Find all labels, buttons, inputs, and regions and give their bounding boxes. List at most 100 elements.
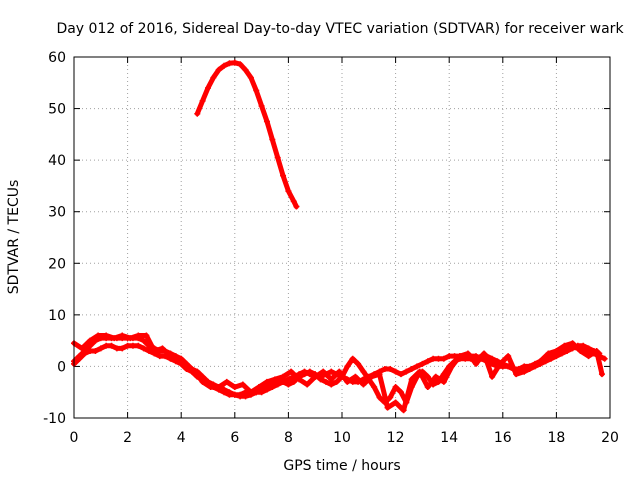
data-point bbox=[580, 342, 587, 349]
data-point bbox=[231, 384, 238, 391]
data-point bbox=[237, 393, 244, 400]
data-point bbox=[408, 366, 415, 373]
data-point bbox=[344, 363, 351, 370]
data-point bbox=[191, 368, 198, 375]
data-point bbox=[285, 376, 292, 383]
data-point bbox=[194, 110, 201, 117]
data-point bbox=[328, 368, 335, 375]
data-point bbox=[505, 353, 512, 360]
data-point bbox=[424, 384, 431, 391]
data-point bbox=[140, 345, 147, 352]
data-point bbox=[392, 368, 399, 375]
data-point bbox=[553, 347, 560, 354]
data-point bbox=[207, 384, 214, 391]
data-point bbox=[175, 358, 182, 365]
chart-title: Day 012 of 2016, Sidereal Day-to-day VTE… bbox=[56, 21, 624, 37]
data-point bbox=[239, 381, 246, 388]
data-point bbox=[419, 360, 426, 367]
data-point bbox=[226, 391, 233, 398]
data-point bbox=[381, 366, 388, 373]
data-point bbox=[159, 345, 166, 352]
data-point bbox=[87, 337, 94, 344]
data-point bbox=[312, 373, 319, 380]
x-tick-label: 10 bbox=[333, 430, 351, 446]
data-point bbox=[140, 337, 147, 344]
data-point bbox=[435, 355, 442, 362]
data-point bbox=[247, 389, 254, 396]
data-point bbox=[569, 340, 576, 347]
data-point bbox=[513, 371, 520, 378]
data-point bbox=[151, 347, 158, 354]
data-point bbox=[293, 203, 300, 210]
data-point bbox=[408, 376, 415, 383]
data-point bbox=[397, 371, 404, 378]
grid-lines bbox=[74, 57, 610, 418]
data-point bbox=[558, 350, 565, 357]
data-point bbox=[497, 360, 504, 367]
data-point bbox=[226, 60, 233, 67]
data-point bbox=[440, 378, 447, 385]
data-point bbox=[156, 353, 163, 360]
data-point bbox=[376, 394, 383, 401]
data-point bbox=[237, 61, 244, 68]
data-point bbox=[387, 366, 394, 373]
data-point bbox=[274, 154, 281, 161]
data-point bbox=[537, 358, 544, 365]
data-point bbox=[290, 198, 297, 205]
data-point bbox=[424, 373, 431, 380]
data-point bbox=[280, 172, 287, 179]
series-arc-high bbox=[194, 59, 300, 210]
data-point bbox=[464, 350, 471, 357]
y-tick-label: 50 bbox=[48, 102, 66, 118]
data-point bbox=[263, 118, 270, 125]
data-point bbox=[127, 335, 134, 342]
data-point bbox=[135, 332, 142, 339]
data-point bbox=[215, 66, 222, 73]
data-point bbox=[481, 350, 488, 357]
data-point bbox=[76, 355, 83, 362]
data-point bbox=[221, 62, 228, 69]
data-point bbox=[210, 74, 217, 81]
data-point bbox=[448, 363, 455, 370]
data-point bbox=[288, 368, 295, 375]
data-point bbox=[269, 136, 276, 143]
data-point bbox=[290, 378, 297, 385]
data-point bbox=[349, 355, 356, 362]
x-tick-label: 4 bbox=[177, 430, 186, 446]
data-point bbox=[135, 342, 142, 349]
data-point bbox=[561, 342, 568, 349]
data-point bbox=[129, 342, 136, 349]
data-point bbox=[360, 368, 367, 375]
data-point bbox=[263, 378, 270, 385]
data-point bbox=[231, 59, 238, 66]
data-point bbox=[124, 342, 131, 349]
data-point bbox=[296, 376, 303, 383]
data-point bbox=[301, 371, 308, 378]
data-point bbox=[430, 355, 437, 362]
data-point bbox=[601, 355, 608, 362]
data-point bbox=[205, 84, 211, 91]
x-tick-label: 20 bbox=[601, 430, 619, 446]
data-point bbox=[146, 347, 153, 354]
data-point bbox=[258, 102, 265, 109]
data-point bbox=[598, 371, 605, 378]
y-tick-label: 30 bbox=[48, 205, 66, 221]
data-point bbox=[92, 347, 99, 354]
data-point bbox=[355, 360, 362, 367]
data-point bbox=[521, 363, 528, 370]
data-point bbox=[553, 353, 560, 360]
series-trace bbox=[194, 60, 299, 210]
x-tick-label: 18 bbox=[547, 430, 565, 446]
data-point bbox=[215, 384, 222, 391]
data-point bbox=[223, 378, 230, 385]
data-point bbox=[397, 389, 404, 396]
data-point bbox=[456, 353, 463, 360]
data-point bbox=[416, 368, 423, 375]
data-point bbox=[167, 353, 174, 360]
x-tick-label: 2 bbox=[123, 430, 132, 446]
data-point bbox=[521, 368, 528, 375]
data-point bbox=[280, 378, 287, 385]
x-tick-label: 16 bbox=[494, 430, 512, 446]
data-point bbox=[432, 373, 439, 380]
